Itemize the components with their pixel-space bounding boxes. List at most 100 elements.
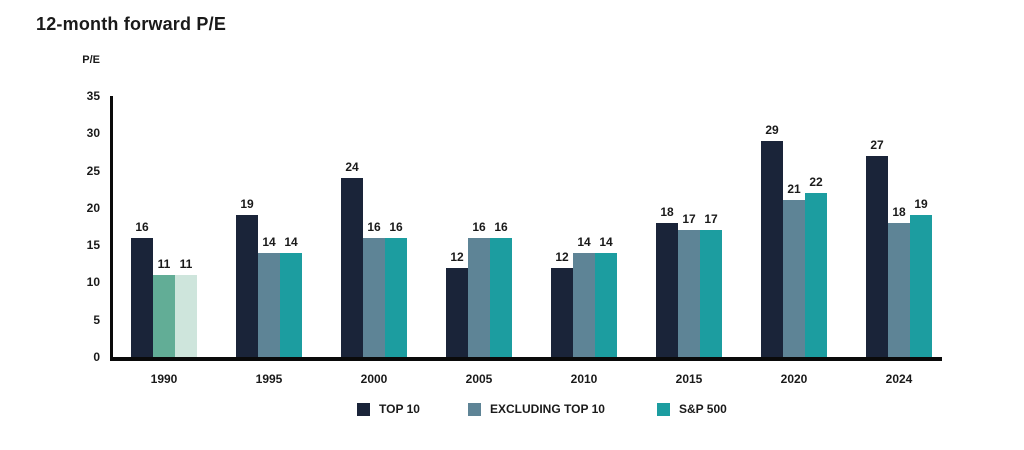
bar-top-10-1995 — [236, 215, 258, 357]
bar-col-top-10-2024: 27 — [866, 96, 888, 357]
x-axis-label-1995: 1995 — [255, 372, 283, 386]
bar-top-10-2020 — [761, 141, 783, 357]
x-axis-label-2005: 2005 — [465, 372, 493, 386]
ytick-label-35: 35 — [86, 89, 100, 103]
legend: TOP 10 EXCLUDING TOP 10 S&P 500 — [0, 402, 1024, 422]
bar-excluding-top-10-2020 — [783, 200, 805, 357]
bar-col-top-10-1990: 16 — [131, 96, 153, 357]
legend-item-excluding-top-10: EXCLUDING TOP 10 — [468, 402, 605, 416]
bar-value-excluding-top-10-2020: 21 — [787, 182, 801, 196]
x-axis-label-2000: 2000 — [360, 372, 388, 386]
bar-col-excluding-top-10-2020: 21 — [783, 96, 805, 357]
bar-value-top-10-2024: 27 — [870, 138, 884, 152]
bar-col-s-p-500-2024: 19 — [910, 96, 932, 357]
bar-s-p-500-2024 — [910, 215, 932, 357]
ytick-label-5: 5 — [93, 312, 100, 327]
ytick-label-0: 0 — [93, 350, 100, 364]
bar-top-10-1990 — [131, 238, 153, 357]
chart-title: 12-month forward P/E — [36, 14, 227, 34]
bar-s-p-500-2005 — [490, 238, 512, 357]
bar-excluding-top-10-1995 — [258, 253, 280, 357]
bar-col-excluding-top-10-2005: 16 — [468, 96, 490, 357]
bar-group-2020: 29 21 22 2020 — [761, 96, 827, 386]
bar-value-excluding-top-10-2010: 14 — [577, 235, 591, 249]
y-axis-ticks: 0 5 10 15 20 25 30 35 — [55, 0, 100, 450]
bar-excluding-top-10-2010 — [573, 253, 595, 357]
y-axis-label: P/E — [82, 54, 100, 66]
bar-value-excluding-top-10-2015: 17 — [682, 212, 696, 226]
bar-value-excluding-top-10-1995: 14 — [262, 235, 276, 249]
x-axis-label-2010: 2010 — [570, 372, 598, 386]
legend-item-top-10: TOP 10 — [357, 402, 420, 416]
bar-value-top-10-2015: 18 — [660, 205, 674, 219]
bar-col-s-p-500-2000: 16 — [385, 96, 407, 357]
bar-excluding-top-10-2005 — [468, 238, 490, 357]
bar-s-p-500-2020 — [805, 193, 827, 357]
bar-excluding-top-10-2024 — [888, 223, 910, 357]
bar-excluding-top-10-2000 — [363, 238, 385, 357]
bar-col-excluding-top-10-1990: 11 — [153, 96, 175, 357]
legend-swatch-top-10 — [357, 402, 370, 416]
bar-value-s-p-500-2020: 22 — [809, 175, 823, 189]
bar-value-s-p-500-1990: 11 — [179, 257, 193, 271]
bar-col-top-10-2015: 18 — [656, 96, 678, 357]
legend-label-s-p-500: S&P 500 — [679, 402, 727, 416]
plot-area: 16 11 11 1990 19 14 14 1995 24 16 16 2000 12 16 16 2005… — [110, 96, 942, 386]
bar-group-2000: 24 16 16 2000 — [341, 96, 407, 386]
bar-value-top-10-1995: 19 — [240, 197, 254, 211]
bar-col-s-p-500-2010: 14 — [595, 96, 617, 357]
bar-col-s-p-500-2015: 17 — [700, 96, 722, 357]
bar-s-p-500-1995 — [280, 253, 302, 357]
bar-col-top-10-2005: 12 — [446, 96, 468, 357]
bar-value-excluding-top-10-2005: 16 — [472, 220, 486, 234]
ytick-label-25: 25 — [86, 163, 100, 178]
bar-col-excluding-top-10-2010: 14 — [573, 96, 595, 357]
bar-value-top-10-1990: 16 — [135, 220, 149, 234]
bar-s-p-500-1990 — [175, 275, 197, 357]
bar-col-top-10-2000: 24 — [341, 96, 363, 357]
ytick-label-30: 30 — [86, 126, 100, 141]
bar-s-p-500-2015 — [700, 230, 722, 357]
bar-col-excluding-top-10-2000: 16 — [363, 96, 385, 357]
bar-value-s-p-500-2005: 16 — [494, 220, 508, 234]
bar-group-1995: 19 14 14 1995 — [236, 96, 302, 386]
bar-excluding-top-10-1990 — [153, 275, 175, 357]
bar-value-excluding-top-10-1990: 11 — [157, 257, 171, 271]
bar-s-p-500-2010 — [595, 253, 617, 357]
bar-value-s-p-500-2000: 16 — [389, 220, 403, 234]
bar-top-10-2024 — [866, 156, 888, 357]
bar-value-excluding-top-10-2000: 16 — [367, 220, 381, 234]
legend-swatch-s-p-500 — [657, 402, 670, 416]
bar-value-top-10-2005: 12 — [450, 250, 464, 264]
legend-label-excluding-top-10: EXCLUDING TOP 10 — [490, 402, 605, 416]
bar-value-s-p-500-2015: 17 — [704, 212, 718, 226]
bar-top-10-2000 — [341, 178, 363, 357]
bar-value-top-10-2020: 29 — [765, 123, 779, 137]
bar-top-10-2010 — [551, 268, 573, 357]
bar-excluding-top-10-2015 — [678, 230, 700, 357]
legend-item-s-p-500: S&P 500 — [657, 402, 727, 416]
bar-top-10-2005 — [446, 268, 468, 357]
bar-value-s-p-500-1995: 14 — [284, 235, 298, 249]
bar-value-s-p-500-2010: 14 — [599, 235, 613, 249]
bar-group-2015: 18 17 17 2015 — [656, 96, 722, 386]
bar-group-2005: 12 16 16 2005 — [446, 96, 512, 386]
x-axis-label-2024: 2024 — [885, 372, 913, 386]
legend-label-top-10: TOP 10 — [379, 402, 420, 416]
bar-value-excluding-top-10-2024: 18 — [892, 205, 906, 219]
x-axis-label-2020: 2020 — [780, 372, 808, 386]
bar-col-s-p-500-2005: 16 — [490, 96, 512, 357]
bar-col-s-p-500-2020: 22 — [805, 96, 827, 357]
bar-col-top-10-2020: 29 — [761, 96, 783, 357]
ytick-label-15: 15 — [86, 238, 100, 253]
ytick-label-10: 10 — [86, 275, 100, 290]
bar-col-excluding-top-10-2024: 18 — [888, 96, 910, 357]
bar-top-10-2015 — [656, 223, 678, 357]
bar-group-2024: 27 18 19 2024 — [866, 96, 932, 386]
bar-col-excluding-top-10-1995: 14 — [258, 96, 280, 357]
bar-group-1990: 16 11 11 1990 — [131, 96, 197, 386]
bar-col-top-10-1995: 19 — [236, 96, 258, 357]
bar-col-s-p-500-1995: 14 — [280, 96, 302, 357]
x-axis-label-2015: 2015 — [675, 372, 703, 386]
